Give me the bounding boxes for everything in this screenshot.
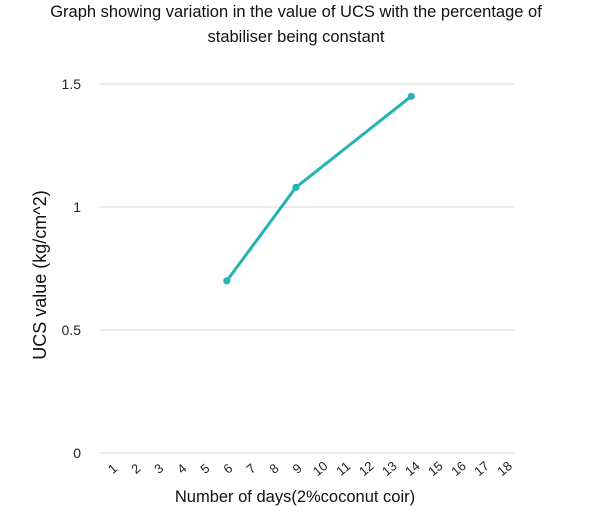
x-tick-label: 13 bbox=[379, 458, 400, 479]
x-tick-label: 12 bbox=[356, 458, 377, 479]
x-tick-label: 8 bbox=[266, 460, 281, 476]
x-tick-label: 3 bbox=[151, 460, 166, 476]
x-tick-label: 16 bbox=[448, 458, 469, 479]
x-tick-labels: 1 2 3 4 5 6 7 8 9 10 11 12 13 14 15 16 17 18 bbox=[105, 458, 515, 479]
x-tick-label: 18 bbox=[494, 458, 515, 479]
x-tick-label: 5 bbox=[197, 460, 212, 476]
x-tick-label: 4 bbox=[174, 460, 189, 476]
x-tick-label: 9 bbox=[289, 460, 304, 476]
x-tick-label: 17 bbox=[471, 458, 492, 479]
chart-title-line-1: Graph showing variation in the value of … bbox=[50, 3, 542, 21]
x-tick-label: 7 bbox=[243, 460, 258, 476]
x-axis-label: Number of days(2%coconut coir) bbox=[175, 488, 415, 506]
series-group bbox=[223, 92, 415, 285]
x-tick-label: 11 bbox=[333, 458, 353, 478]
series-line-0 bbox=[225, 94, 413, 283]
x-tick-label: 1 bbox=[105, 460, 120, 476]
data-point-2 bbox=[407, 92, 415, 100]
y-axis-label: UCS value (kg/cm^2) bbox=[30, 190, 50, 360]
x-tick-label: 15 bbox=[425, 458, 446, 479]
data-point-1 bbox=[292, 183, 300, 191]
y-tick-labels: 0 0.5 1 1.5 bbox=[62, 76, 82, 461]
y-tick-label: 1.5 bbox=[62, 76, 82, 92]
x-tick-label: 2 bbox=[128, 460, 143, 476]
x-tick-label: 14 bbox=[402, 458, 423, 479]
chart-title-line-2: stabiliser being constant bbox=[207, 28, 385, 46]
data-point-0 bbox=[223, 277, 231, 285]
y-tick-label: 0.5 bbox=[62, 322, 82, 338]
x-tick-label: 6 bbox=[220, 460, 235, 476]
gridlines bbox=[100, 83, 515, 454]
y-tick-label: 1 bbox=[73, 199, 81, 215]
x-tick-label: 10 bbox=[310, 458, 331, 479]
y-tick-label: 0 bbox=[73, 445, 81, 461]
